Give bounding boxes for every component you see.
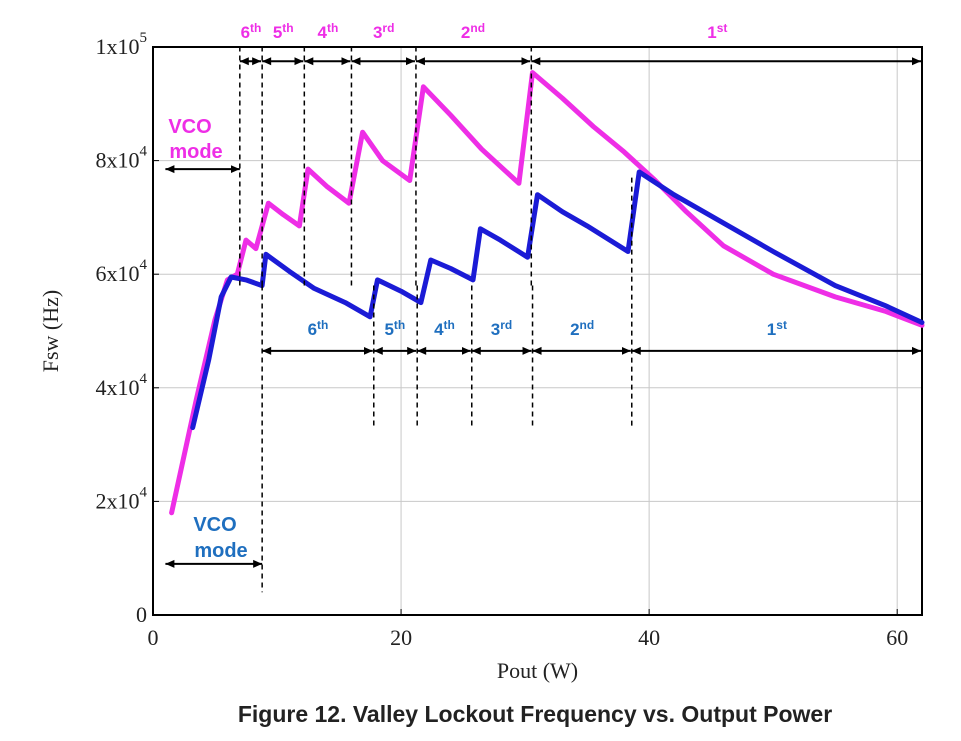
y-tick-label: 6x104 <box>96 257 148 286</box>
plot-frame <box>152 46 923 616</box>
figure-caption: Figure 12. Valley Lockout Frequency vs. … <box>238 701 832 727</box>
top-zone-label: 1st <box>707 21 727 42</box>
annotation-layer: 6th 5th 4th 3rd 2nd 1st VCO mode 6th 5th 4th 3rd 2nd… <box>165 21 921 593</box>
top-zone-label: 5th <box>273 21 294 42</box>
top-zone-arrow-head-left <box>351 57 361 66</box>
bottom-zone-arrow <box>262 346 373 355</box>
top-zone-arrow-head-left <box>304 57 314 66</box>
bottom-zone-label: 1st <box>767 318 787 339</box>
top-zone-arrow <box>304 57 351 66</box>
bottom-zone-arrow-head-left <box>532 346 542 355</box>
top-zone-arrow <box>531 57 921 66</box>
top-zone-label: 2nd <box>461 21 485 42</box>
y-tick-label: 8x104 <box>96 144 148 173</box>
bottom-zone-label: 5th <box>384 318 405 339</box>
bottom-vco-arrow-head-left <box>165 559 175 568</box>
bottom-zone-arrow <box>373 346 417 355</box>
top-vco-label-line2: mode <box>169 141 222 163</box>
top-zone-arrow <box>262 57 304 66</box>
series-layer <box>169 70 925 516</box>
tick-layer: 0 20 40 60 0 2x104 4x104 6x104 8x104 1x105 <box>96 30 909 650</box>
x-tick-label: 40 <box>638 625 660 650</box>
x-axis-title: Pout (W) <box>497 658 578 683</box>
grid <box>153 47 922 615</box>
series-line-1 <box>169 70 925 516</box>
bottom-zone-label: 6th <box>308 318 329 339</box>
bottom-vco-label-line2: mode <box>194 540 247 562</box>
top-zone-label: 4th <box>317 21 338 42</box>
top-zone-arrow-head-left <box>262 57 272 66</box>
y-tick-label: 4x104 <box>96 371 148 400</box>
top-zone-label: 3rd <box>373 21 394 42</box>
bottom-zone-arrow <box>471 346 532 355</box>
bottom-zone-label: 4th <box>434 318 455 339</box>
top-vco-arrow <box>165 165 240 174</box>
bottom-zone-arrow-head-left <box>631 346 641 355</box>
bottom-zone-arrow <box>631 346 921 355</box>
x-tick-label: 0 <box>148 625 159 650</box>
top-vco-label-line1: VCO <box>168 116 211 138</box>
top-zone-arrow <box>239 57 262 66</box>
top-zone-arrow-head-left <box>415 57 425 66</box>
top-zone-arrow <box>415 57 531 66</box>
bottom-zone-label: 2nd <box>570 318 594 339</box>
bottom-zone-arrow-head-left <box>471 346 481 355</box>
bottom-vco-label-line1: VCO <box>193 514 236 536</box>
top-zone-arrow-head-left <box>531 57 541 66</box>
top-zone-label: 6th <box>241 21 262 42</box>
bottom-zone-arrow-head-left <box>417 346 427 355</box>
y-axis-title: Fsw (Hz) <box>38 290 63 373</box>
bottom-zone-label: 3rd <box>491 318 512 339</box>
top-zone-arrow <box>351 57 415 66</box>
bottom-zone-arrow <box>417 346 471 355</box>
bottom-zone-arrow-head-left <box>373 346 383 355</box>
top-vco-arrow-head-left <box>165 165 175 174</box>
y-tick-label: 2x104 <box>96 484 148 513</box>
bottom-zone-arrow-head-left <box>262 346 272 355</box>
x-tick-label: 60 <box>886 625 908 650</box>
y-tick-label: 0 <box>136 602 147 627</box>
bottom-vco-arrow <box>165 559 263 568</box>
top-zone-arrow-head-left <box>239 57 249 66</box>
x-tick-label: 20 <box>390 625 412 650</box>
y-tick-label: 1x105 <box>96 30 148 59</box>
bottom-zone-arrow <box>532 346 631 355</box>
